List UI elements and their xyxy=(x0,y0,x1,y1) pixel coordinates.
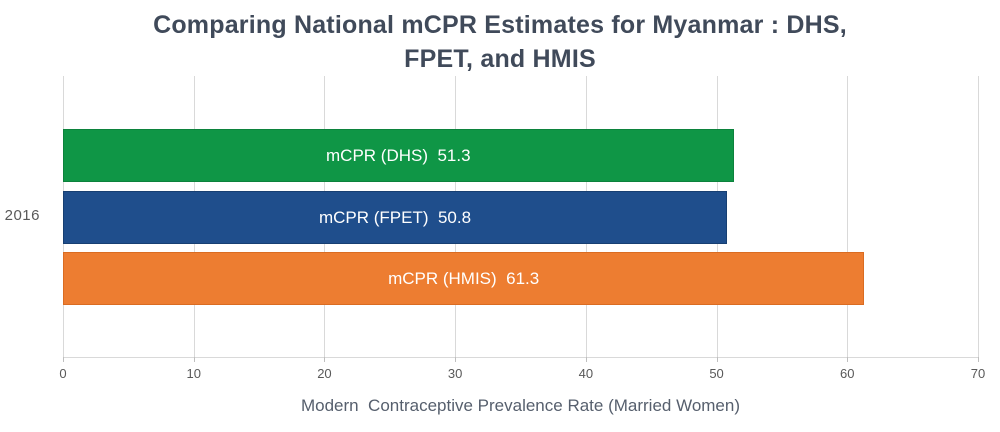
x-axis-tick xyxy=(63,357,64,362)
bar-label-dhs: mCPR (DHS) 51.3 xyxy=(326,145,471,165)
gridline xyxy=(978,76,979,357)
gridline xyxy=(847,76,849,357)
y-axis-category-label: 2016 xyxy=(4,207,40,224)
bar-mcpr-fpet: mCPR (FPET) 50.8 xyxy=(63,191,728,244)
x-axis-tick-labels: 0 10 20 30 40 50 60 70 xyxy=(59,366,985,382)
bar-label-hmis: mCPR (HMIS) 61.3 xyxy=(388,268,540,288)
bar-mcpr-dhs: mCPR (DHS) 51.3 xyxy=(63,129,734,182)
bar-label-fpet: mCPR (FPET) 50.8 xyxy=(318,207,472,227)
x-axis-tick xyxy=(716,357,718,362)
x-axis-tickmarks xyxy=(63,357,979,363)
x-axis-tick xyxy=(585,357,587,362)
x-tick-label: 40 xyxy=(578,366,594,381)
x-axis-tick xyxy=(455,357,457,362)
bar-mcpr-hmis: mCPR (HMIS) 61.3 xyxy=(63,252,865,305)
x-tick-label: 10 xyxy=(186,366,201,381)
x-tick-label: 50 xyxy=(709,366,724,381)
x-axis-tick xyxy=(193,357,195,362)
x-axis-tick xyxy=(978,357,979,362)
x-tick-label: 70 xyxy=(970,366,986,381)
x-tick-label: 20 xyxy=(317,366,332,381)
chart-title: Comparing National mCPR Estimates for My… xyxy=(153,11,847,73)
x-axis-tick xyxy=(324,357,326,362)
x-axis-title: Modern Contraceptive Prevalence Rate (Ma… xyxy=(300,396,741,415)
x-tick-label: 30 xyxy=(447,366,463,381)
x-axis-tick xyxy=(847,357,849,362)
x-tick-label: 60 xyxy=(840,366,855,381)
x-tick-label: 0 xyxy=(59,366,67,381)
plot-area: mCPR (DHS) 51.3 mCPR (FPET) 50.8 mCPR (H… xyxy=(63,76,979,358)
